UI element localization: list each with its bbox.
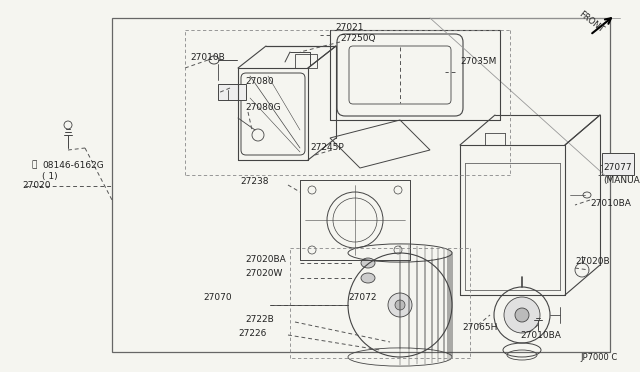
Text: (MANUAL): (MANUAL) (603, 176, 640, 185)
Bar (218, 84, 246, 100)
Circle shape (395, 300, 405, 310)
Text: 27020B: 27020B (575, 257, 610, 266)
Text: 27070: 27070 (204, 292, 232, 301)
Text: JP7000 C: JP7000 C (580, 353, 617, 362)
Text: FRONT: FRONT (577, 10, 605, 34)
Text: 27020BA: 27020BA (245, 256, 285, 264)
Text: 27020W: 27020W (245, 269, 282, 279)
Ellipse shape (361, 258, 375, 268)
Text: 27021: 27021 (335, 22, 364, 32)
Bar (295, 54, 317, 68)
Ellipse shape (361, 273, 375, 283)
Text: 27010B: 27010B (190, 54, 225, 62)
Text: 08146-6162G: 08146-6162G (42, 160, 104, 170)
Bar (602, 153, 634, 175)
Text: 27020: 27020 (22, 180, 51, 189)
Text: 27010BA: 27010BA (590, 199, 631, 208)
Text: 27250Q: 27250Q (340, 33, 376, 42)
Text: ( 1): ( 1) (42, 173, 58, 182)
Text: 27245P: 27245P (310, 144, 344, 153)
Text: 27035M: 27035M (460, 58, 497, 67)
Text: 27077: 27077 (603, 164, 632, 173)
Text: 27238: 27238 (240, 177, 269, 186)
Circle shape (515, 308, 529, 322)
Circle shape (504, 297, 540, 333)
Text: 27072: 27072 (348, 292, 376, 301)
Text: 27010BA: 27010BA (520, 330, 561, 340)
Text: 27080: 27080 (245, 77, 274, 87)
Text: 27226: 27226 (238, 328, 266, 337)
Text: 2722B: 2722B (245, 315, 274, 324)
Circle shape (388, 293, 412, 317)
Text: 27065H: 27065H (462, 323, 497, 331)
Text: 27080G: 27080G (245, 103, 280, 112)
Bar (112, 18, 610, 352)
Text: Ⓑ: Ⓑ (32, 160, 37, 170)
